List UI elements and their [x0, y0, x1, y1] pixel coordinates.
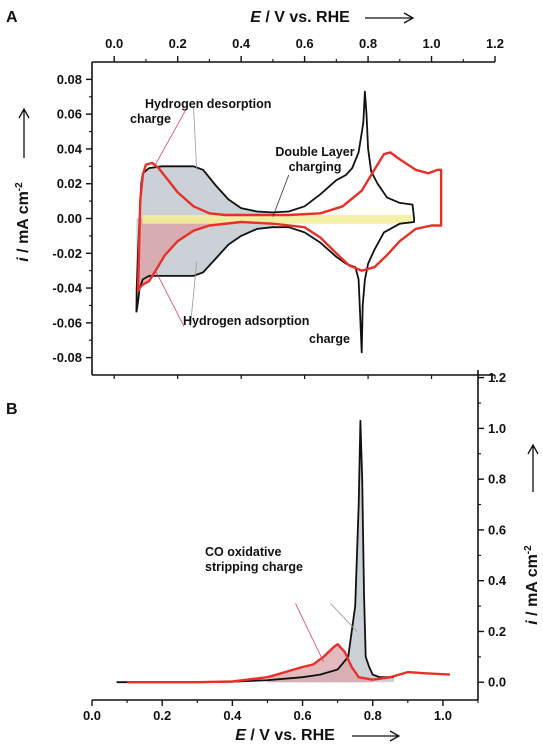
- annotation-double-layer: Double Layer: [275, 145, 354, 159]
- annotation-co-oxidative-2: stripping charge: [205, 560, 303, 574]
- panel-a-y-tick-label: 0.00: [57, 211, 82, 226]
- series-red-co: [127, 643, 450, 684]
- panel-a-x-tick-label: 0.4: [232, 36, 251, 51]
- co-leader-red: [295, 603, 324, 663]
- co-leader: [330, 603, 358, 632]
- panel-b-x-tick-label: 0.0: [83, 708, 101, 723]
- annotation-hydrogen-desorption-2: charge: [130, 112, 171, 126]
- panel-a-y-axis-label: i / mA cm-2: [14, 182, 32, 262]
- panel-b: 0.0 0.2 0.4 0.6 0.8 1.0 0.0 0.2 0.4 0.6 0.8 1.0 1.2 E…: [83, 370, 541, 744]
- co-stripping-shade-red: [267, 644, 373, 683]
- panel-b-x-axis-label: E / V vs. RHE: [235, 727, 335, 744]
- panel-a: 0.0 0.2 0.4 0.6 0.8 1.0 1.2 -0.08 -0.06 -0.04 -0.0…: [14, 9, 504, 379]
- panel-a-y-tick-label: 0.08: [57, 72, 82, 87]
- panel-b-y-tick-label: 0.8: [488, 472, 506, 487]
- annotation-hydrogen-adsorption: Hydrogen adsorption: [183, 314, 309, 328]
- panel-b-y-tick-label: 0.4: [488, 573, 507, 588]
- panel-b-y-tick-label: 1.0: [488, 421, 506, 436]
- panel-a-y-tick-label: -0.02: [52, 246, 82, 261]
- panel-a-y-tick-label: 0.02: [57, 176, 82, 191]
- hydrogen-desorption-shade: [136, 166, 280, 313]
- panel-b-x-tick-label: 1.0: [434, 708, 452, 723]
- annotation-co-oxidative: CO oxidative: [205, 545, 281, 559]
- panel-a-x-axis-label: E / V vs. RHE: [250, 9, 350, 26]
- panel-a-x-tick-label: 1.0: [422, 36, 440, 51]
- adsorption-leader-red: [155, 270, 185, 327]
- series-red-cv: [136, 151, 443, 293]
- panel-a-x-tick-label: 1.2: [486, 36, 504, 51]
- panel-a-x-tick-label: 0.6: [296, 36, 314, 51]
- panel-b-y-tick-label: 0.0: [488, 675, 506, 690]
- series-black-co: [116, 419, 394, 684]
- annotation-hydrogen-desorption: Hydrogen desorption: [145, 97, 271, 111]
- panel-b-x-tick-label: 0.6: [294, 708, 312, 723]
- panel-a-y-tick-label: 0.06: [57, 107, 82, 122]
- panel-b-x-tick-label: 0.4: [223, 708, 242, 723]
- panel-b-y-tick-label: 0.6: [488, 522, 506, 537]
- panel-a-y-tick-label: -0.04: [52, 281, 82, 296]
- panel-a-y-tick-label: 0.04: [57, 141, 83, 156]
- panel-a-x-tick-label: 0.0: [105, 36, 123, 51]
- panel-b-y-tick-label: 0.2: [488, 624, 506, 639]
- panel-a-y-tick-label: -0.08: [52, 350, 82, 365]
- panel-b-label: B: [6, 401, 18, 418]
- panel-a-y-arrow: [18, 107, 30, 158]
- panel-a-x-tick-label: 0.2: [169, 36, 187, 51]
- panel-b-y-axis-label: i / mA cm-2: [523, 545, 541, 625]
- panel-b-y-arrow: [527, 443, 539, 492]
- double-layer-band: [142, 215, 413, 224]
- panel-b-x-tick-label: 0.8: [364, 708, 382, 723]
- panel-b-x-tick-label: 0.2: [153, 708, 171, 723]
- panel-a-x-arrow: [365, 12, 415, 24]
- panel-b-y-tick-label: 1.2: [488, 370, 506, 385]
- series-black-cv: [135, 90, 415, 354]
- double-layer-leader: [272, 174, 290, 217]
- adsorption-leader: [189, 261, 198, 327]
- panel-a-y-tick-label: -0.06: [52, 315, 82, 330]
- panel-b-x-arrow: [352, 730, 401, 742]
- panel-a-x-tick-label: 0.8: [359, 36, 377, 51]
- co-stripping-shade: [267, 420, 394, 683]
- desorption-leader-red: [155, 107, 188, 165]
- desorption-leader: [193, 107, 198, 170]
- red-adsorption-shade: [138, 218, 226, 292]
- annotation-double-layer-2: charging: [289, 160, 342, 174]
- annotation-hydrogen-adsorption-2: charge: [309, 332, 350, 346]
- panel-a-label: A: [6, 9, 18, 26]
